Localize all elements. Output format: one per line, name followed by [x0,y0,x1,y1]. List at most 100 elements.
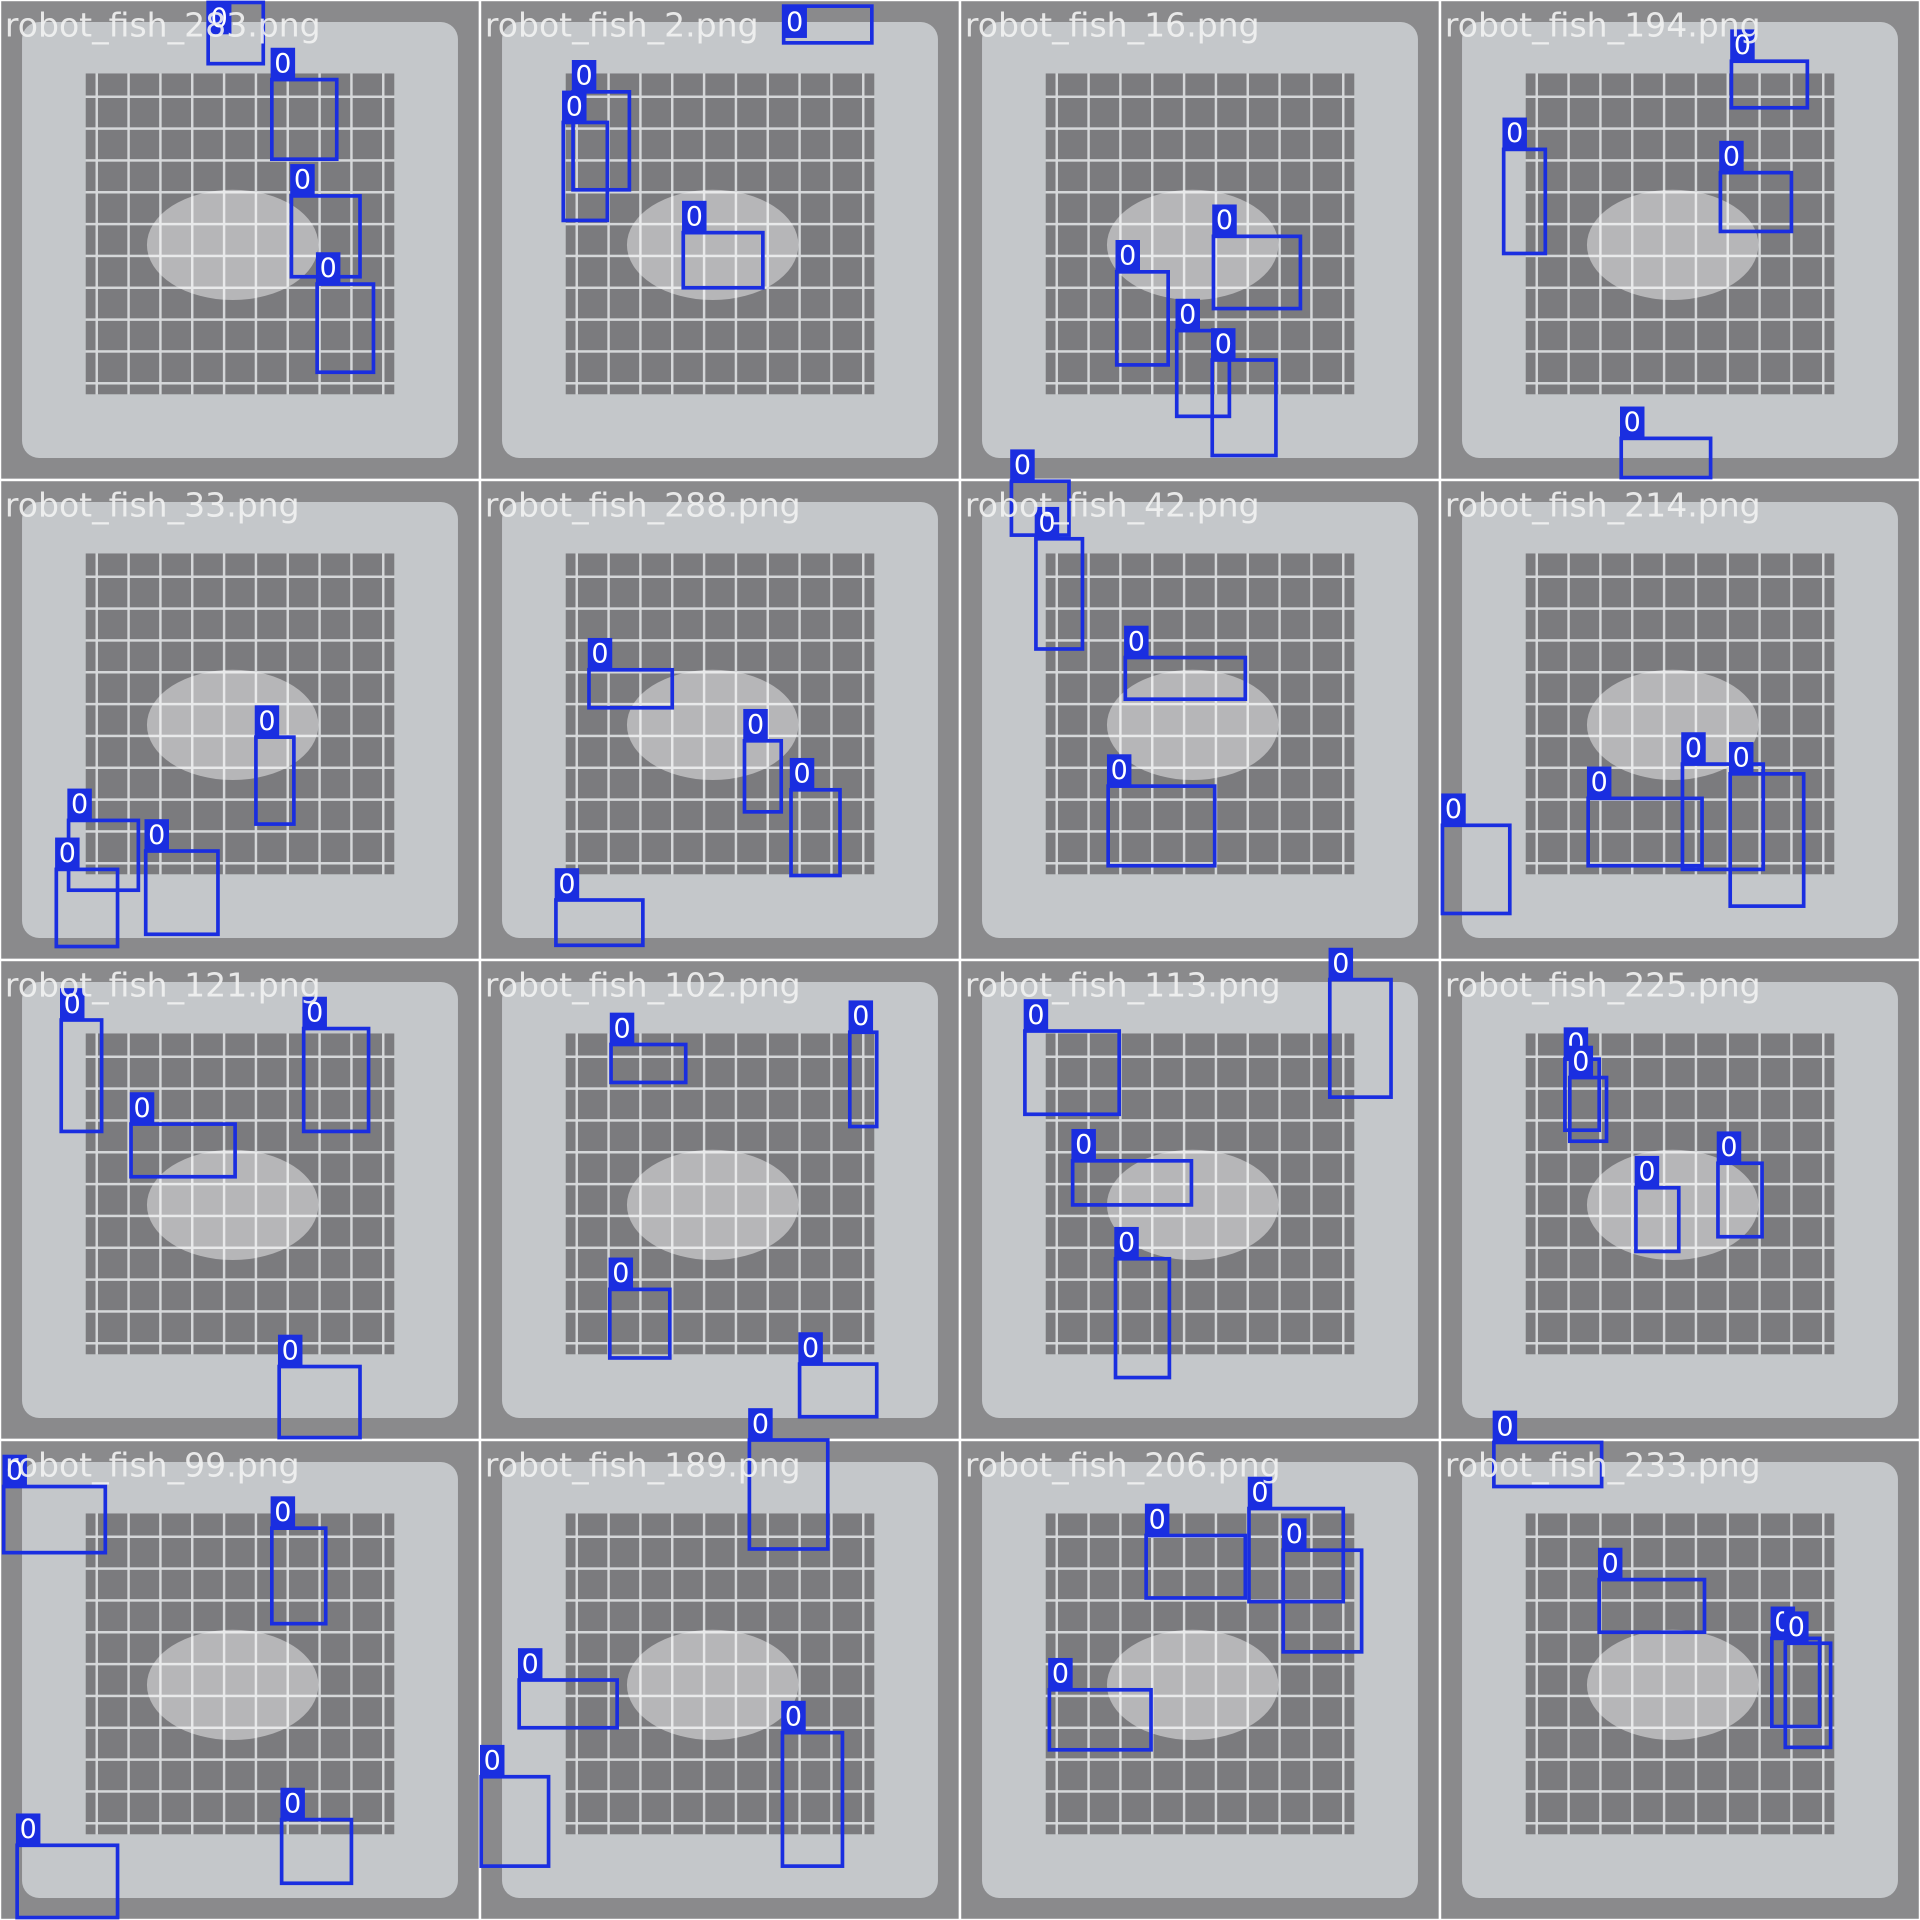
label-tab [1784,1611,1809,1644]
class-label: 0 [1075,1130,1092,1161]
tile [478,1438,962,1920]
bounding-box [1211,234,1303,311]
class-label: 0 [1216,205,1233,236]
tank-grid [565,553,875,875]
label-tab [290,164,315,196]
label-tab [2,1454,27,1487]
label-tab [1282,1518,1307,1551]
label-tab [280,1787,305,1820]
label-tab [554,868,580,900]
label-tab [302,996,327,1029]
class-label: 0 [1506,118,1523,149]
filename: robot_fish_189.png [485,1445,801,1484]
water-reflection [146,669,319,780]
class-label: 0 [785,1701,802,1732]
bounding-box [1492,1440,1604,1489]
label-tab [798,1332,823,1365]
class-label: 0 [6,1455,23,1486]
class-label: 0 [747,710,764,741]
class-label: 0 [1496,1411,1513,1442]
label-tab [1586,766,1612,799]
bounding-box [517,1678,619,1730]
water-reflection [146,1149,319,1260]
label-tab [1211,328,1236,360]
tank-grid [85,1033,395,1355]
tile [0,0,482,482]
label-tab [15,1813,41,1846]
bounding-box [1114,270,1171,367]
class-label: 0 [1733,743,1750,774]
bounding-box [554,898,645,948]
label-tab [60,988,85,1020]
label-tab [1492,1410,1518,1443]
class-label: 0 [1118,1228,1135,1259]
class-label: 0 [1119,241,1136,272]
class-label: 0 [133,1093,150,1124]
water-reflection [626,189,799,300]
label-tab [743,708,768,741]
label-tab [517,1648,543,1680]
label-tab [1728,742,1754,774]
label-tab [55,837,80,870]
water-reflection [626,669,799,780]
tank-grid [1045,553,1355,875]
tile [1438,0,1920,482]
filename: robot_fish_225.png [1445,965,1761,1004]
filename: robot_fish_113.png [965,965,1281,1004]
class-label: 0 [1445,794,1462,825]
label-tab [781,1700,806,1733]
label-tab [1115,240,1140,272]
class-label: 0 [1149,1504,1166,1535]
label-tab [748,1408,773,1440]
bounding-box [1728,772,1806,908]
label-tab [571,60,597,92]
bounding-box [301,1026,371,1134]
label-tab [1144,1503,1170,1536]
label-tab [1010,449,1035,482]
bounding-box [1586,796,1704,868]
tile [958,478,1442,962]
class-label: 0 [258,706,275,737]
label-tab [277,1334,303,1367]
filename: robot_fish_214.png [1445,485,1761,524]
class-label: 0 [1591,767,1608,798]
class-label: 0 [71,789,88,820]
class-label: 0 [1286,1519,1303,1550]
label-tab [1328,947,1354,980]
bounding-box [1047,1687,1153,1752]
label-tab [270,1496,296,1529]
label-tab [1048,1657,1073,1690]
class-label: 0 [148,820,165,851]
label-tab [609,1012,635,1045]
class-label: 0 [1602,1548,1619,1579]
label-tab [1124,625,1149,658]
tank-grid [85,73,395,395]
label-tab [129,1092,155,1125]
label-tab [67,788,92,821]
label-tab [1071,1128,1096,1161]
label-tab [1502,117,1527,150]
bounding-box [1034,536,1085,651]
class-label: 0 [612,1258,629,1289]
bounding-box [609,1042,688,1085]
bounding-box [54,867,120,949]
filename: robot_fish_2.png [485,5,759,44]
label-tab [1730,29,1755,62]
class-label: 0 [1638,1157,1655,1188]
class-label: 0 [59,838,76,869]
filename: robot_fish_121.png [5,965,321,1004]
tile [958,958,1442,1442]
class-label: 0 [1014,450,1031,481]
filename: robot_fish_206.png [965,1445,1281,1484]
water-reflection [1586,1149,1759,1260]
label-tab [1175,298,1200,331]
class-label: 0 [1572,1046,1589,1077]
water-reflection [1586,669,1759,780]
bounding-box [1113,1256,1172,1380]
tile [0,958,482,1442]
tile [0,1438,482,1920]
tank-grid [1045,1033,1355,1355]
label-tab [782,6,807,38]
